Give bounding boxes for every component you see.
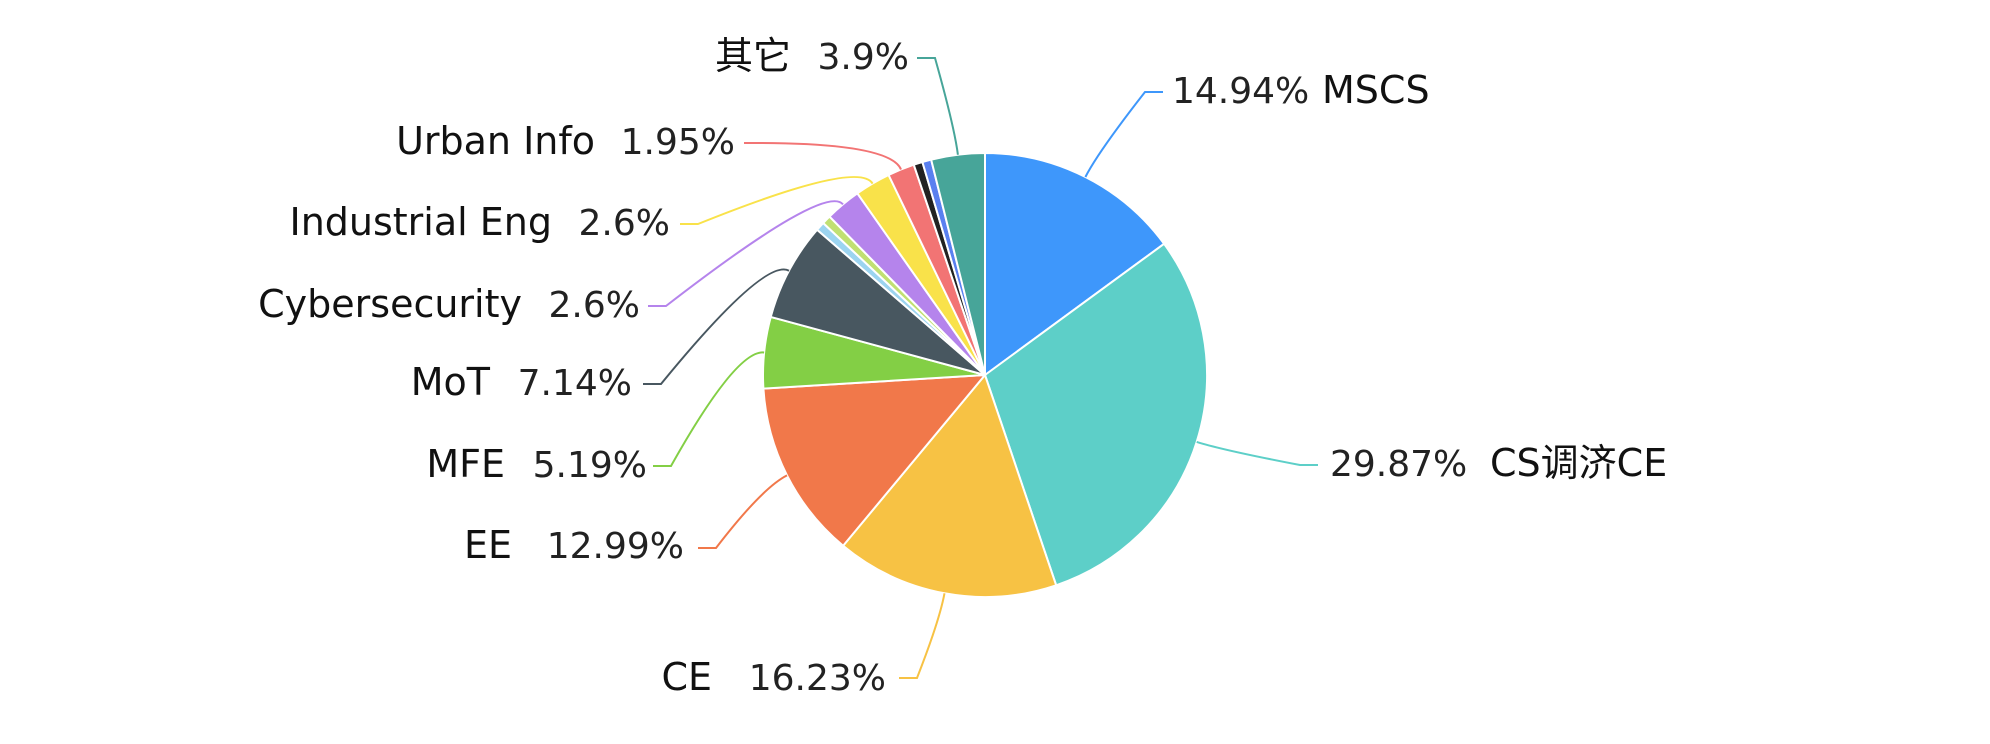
- slice-labels: 14.94% MSCS 29.87% CS调济CE 16.23% CE 12.99% EE 5.…: [258, 34, 1667, 699]
- slice-percent-label: 29.87%: [1330, 444, 1467, 485]
- leader-line-Cybersecurity: [648, 200, 844, 307]
- slice-name-label: Cybersecurity: [258, 282, 522, 326]
- leader-line-EE: [698, 474, 788, 549]
- pie-slice-CE[interactable]: [841, 372, 1058, 598]
- leader-lines: [643, 57, 1318, 679]
- slice-percent-label: 12.99%: [547, 526, 684, 567]
- leader-line-其它: [917, 57, 959, 155]
- slice-name-label: CS调济CE: [1490, 441, 1667, 485]
- slice-name-label: MoT: [411, 360, 491, 404]
- slice-name-label: MFE: [426, 442, 505, 486]
- leader-line-Industrial Eng: [680, 176, 874, 225]
- slice-name-label: Industrial Eng: [289, 200, 552, 244]
- slice-name-label: MSCS: [1322, 68, 1430, 112]
- pie-slice-EE[interactable]: [762, 373, 988, 548]
- leader-line-MoT: [643, 268, 790, 385]
- slice-name-label: Urban Info: [396, 119, 595, 163]
- pie-slice-MoT[interactable]: [769, 228, 986, 376]
- leader-line-Urban Info: [744, 142, 902, 170]
- leader-line-CS调济CE: [1196, 440, 1318, 466]
- leader-line-MFE: [653, 351, 765, 467]
- slice-percent-label: 3.9%: [818, 37, 909, 78]
- slice-percent-label: 5.19%: [533, 445, 647, 486]
- leader-line-MSCS: [1084, 91, 1163, 178]
- slice-percent-label: 16.23%: [749, 658, 886, 699]
- slice-name-label: EE: [464, 523, 512, 567]
- slice-percent-label: 2.6%: [549, 285, 640, 326]
- slice-percent-label: 7.14%: [518, 363, 632, 404]
- slice-percent-label: 1.95%: [621, 122, 735, 163]
- slice-percent-label: 14.94%: [1172, 71, 1309, 112]
- pie-slice-其它[interactable]: [929, 151, 986, 376]
- slice-percent-label: 2.6%: [579, 203, 670, 244]
- slice-name-label: CE: [661, 655, 712, 699]
- slice-name-label: 其它: [715, 34, 791, 78]
- pie-slice-CS调济CE[interactable]: [983, 242, 1208, 587]
- pie-slices: [762, 151, 1208, 598]
- leader-line-CE: [899, 593, 946, 679]
- pie-slice-MSCS[interactable]: [984, 151, 1166, 377]
